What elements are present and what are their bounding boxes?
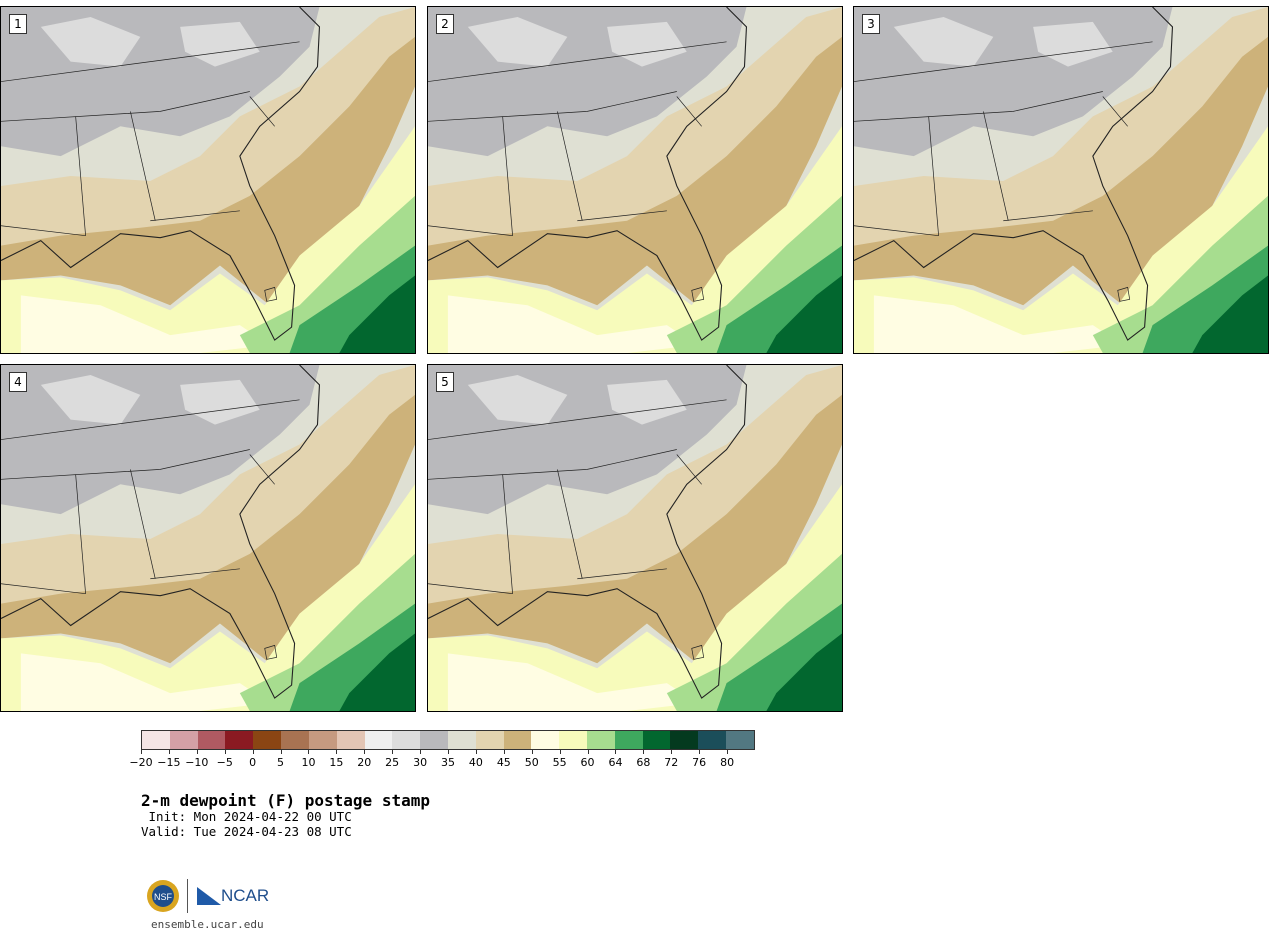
colorbar-tickmark: [671, 750, 673, 754]
logo-divider: [187, 879, 188, 913]
colorbar-tick-label: 5: [277, 756, 285, 769]
colorbar-tick-label: 30: [413, 756, 428, 769]
colorbar-tickmark: [643, 750, 645, 754]
colorbar-tick-label: −20: [129, 756, 153, 769]
panel-number-3: 3: [862, 14, 880, 34]
colorbar-tickmark: [308, 750, 310, 754]
colorbar-swatch: [447, 731, 476, 749]
dewpoint-map-2: [428, 7, 842, 353]
ensemble-member-panel-2[interactable]: 2: [427, 6, 843, 354]
colorbar-tick-label: 20: [357, 756, 372, 769]
colorbar-tickmark: [336, 750, 338, 754]
colorbar-tick-label: 55: [552, 756, 567, 769]
colorbar-swatch: [364, 731, 393, 749]
colorbar-swatch: [142, 731, 170, 749]
colorbar-tick-label: 35: [441, 756, 455, 769]
colorbar-tick-label: 25: [385, 756, 400, 769]
colorbar-tick-label: 76: [692, 756, 707, 769]
panel-number-5: 5: [436, 372, 454, 392]
colorbar-swatch: [253, 731, 282, 749]
dewpoint-map-1: [1, 7, 415, 353]
ncar-logo-icon: [197, 887, 221, 905]
panel-number-1: 1: [9, 14, 27, 34]
nsf-logo-icon: NSF: [147, 880, 179, 912]
website-url[interactable]: ensemble.ucar.edu: [151, 918, 264, 931]
colorbar-tick-label: −15: [157, 756, 181, 769]
colorbar-tickmark: [280, 750, 282, 754]
colorbar-tick-label: 68: [636, 756, 651, 769]
colorbar-tickmark: [224, 750, 226, 754]
colorbar-swatch: [587, 731, 615, 749]
colorbar-swatch: [197, 731, 226, 749]
colorbar-tickmark: [699, 750, 701, 754]
init-time: Init: Mon 2024-04-22 00 UTC: [141, 809, 352, 824]
colorbar-tick-label: 10: [301, 756, 316, 769]
colorbar-tick-label: 45: [496, 756, 511, 769]
colorbar-tickmark: [503, 750, 505, 754]
ensemble-member-panel-1[interactable]: 1: [0, 6, 416, 354]
colorbar-tick-label: 80: [720, 756, 735, 769]
colorbar-swatch: [281, 731, 309, 749]
colorbar-swatch: [559, 731, 587, 749]
ncar-logo-text: NCAR: [221, 886, 270, 905]
colorbar-tickmark: [252, 750, 254, 754]
colorbar-swatch: [531, 731, 560, 749]
svg-text:NSF: NSF: [154, 892, 173, 902]
colorbar-swatch: [698, 731, 727, 749]
colorbar-swatch: [336, 731, 365, 749]
colorbar-tickmark: [364, 750, 366, 754]
plot-title: 2-m dewpoint (F) postage stamp: [141, 791, 430, 810]
panel-number-2: 2: [436, 14, 454, 34]
dewpoint-map-3: [854, 7, 1268, 353]
colorbar-tickmark: [392, 750, 394, 754]
colorbar-tick-label: −10: [185, 756, 209, 769]
colorbar-tickmark: [196, 750, 198, 754]
ensemble-member-panel-3[interactable]: 3: [853, 6, 1269, 354]
colorbar-swatch: [614, 731, 643, 749]
dewpoint-colorbar: [141, 730, 755, 750]
colorbar-tick-label: 0: [249, 756, 257, 769]
colorbar-swatch: [726, 731, 754, 749]
colorbar-tick-label: 40: [468, 756, 483, 769]
dewpoint-map-4: [1, 365, 415, 711]
colorbar-tickmark: [531, 750, 533, 754]
dewpoint-map-5: [428, 365, 842, 711]
colorbar-swatch: [503, 731, 532, 749]
colorbar-swatch: [169, 731, 198, 749]
colorbar-tickmark: [141, 750, 142, 754]
colorbar-swatch: [642, 731, 671, 749]
colorbar-swatch: [475, 731, 504, 749]
colorbar-swatch: [670, 731, 699, 749]
logos: NSF NCAR: [145, 877, 275, 917]
colorbar-tick-label: 50: [524, 756, 539, 769]
colorbar-tickmark: [615, 750, 617, 754]
colorbar-swatch: [225, 731, 254, 749]
colorbar-tickmark: [475, 750, 477, 754]
colorbar-tickmark: [727, 750, 729, 754]
colorbar-tickmark: [448, 750, 449, 754]
panel-number-4: 4: [9, 372, 27, 392]
colorbar-tickmark: [168, 750, 170, 754]
colorbar-swatch: [392, 731, 421, 749]
colorbar-tickmark: [559, 750, 561, 754]
colorbar-tickmark: [420, 750, 422, 754]
colorbar-tickmark: [587, 750, 589, 754]
ensemble-member-panel-4[interactable]: 4: [0, 364, 416, 712]
colorbar-tick-label: 15: [329, 756, 344, 769]
colorbar-tick-label: 72: [664, 756, 679, 769]
colorbar-swatch: [308, 731, 337, 749]
valid-time: Valid: Tue 2024-04-23 08 UTC: [141, 824, 352, 839]
colorbar-tick-label: 64: [608, 756, 623, 769]
ensemble-member-panel-5[interactable]: 5: [427, 364, 843, 712]
colorbar-swatch: [420, 731, 448, 749]
colorbar-tick-label: 60: [580, 756, 595, 769]
colorbar-tick-label: −5: [216, 756, 233, 769]
